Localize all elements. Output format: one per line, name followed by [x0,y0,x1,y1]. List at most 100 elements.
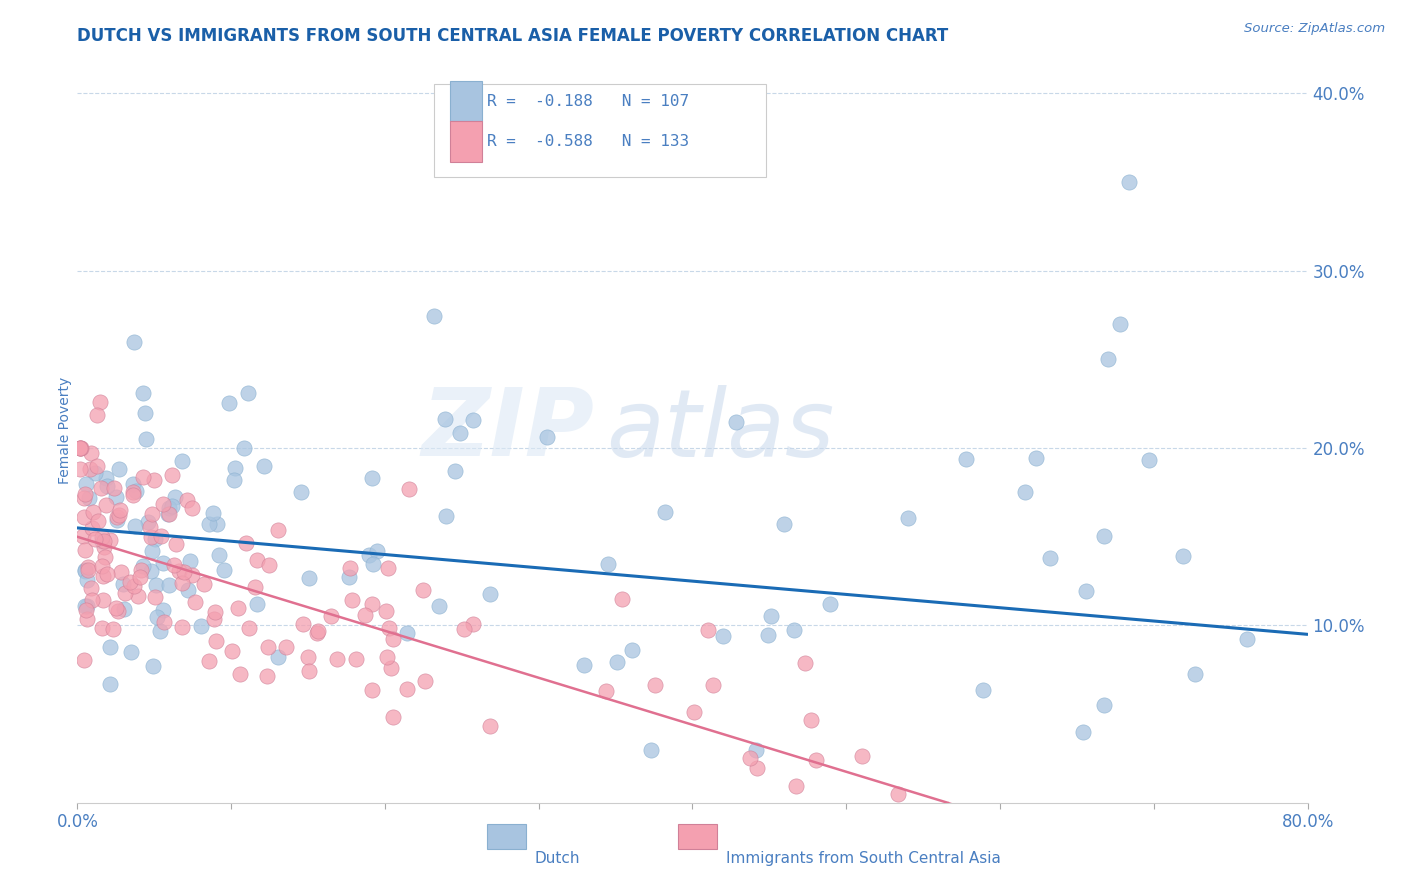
Point [90,481,112,495]
Point [110,566,132,580]
Point [73,510,96,524]
Point [172,576,194,591]
Point [238,621,260,635]
Point [76,599,98,614]
Point [160,467,183,482]
FancyBboxPatch shape [434,84,766,178]
Point [375,604,398,618]
Point [412,582,434,597]
Point [800,713,823,727]
Point [221,644,243,658]
Point [381,710,404,724]
Point [243,581,266,595]
Point [218,395,240,409]
Point [344,652,367,666]
Point [361,558,384,572]
Point [73,564,96,578]
Point [229,667,252,681]
Point [149,528,172,542]
Point [724,415,747,429]
FancyBboxPatch shape [450,81,482,121]
Point [72,653,94,667]
Point [103,481,125,495]
Point [176,492,198,507]
Point [226,601,249,615]
Point [738,751,761,765]
Point [96,498,118,512]
Point [122,484,145,499]
Point [256,669,278,683]
Point [785,779,807,793]
Point [340,593,363,607]
Point [77,559,100,574]
Text: R =  -0.588   N = 133: R = -0.588 N = 133 [486,134,689,149]
Point [163,558,186,573]
Point [202,507,225,521]
Point [91,559,114,574]
Text: Immigrants from South Central Asia: Immigrants from South Central Asia [725,851,1001,866]
Point [381,632,404,646]
Point [413,674,436,689]
Text: Dutch: Dutch [536,851,581,866]
Point [463,412,485,426]
Point [463,617,485,632]
Point [297,649,319,664]
Point [149,624,172,638]
Point [98,533,121,547]
Point [772,517,794,532]
Point [114,586,136,600]
Point [157,507,180,521]
Point [257,558,280,573]
Point [177,583,200,598]
Point [73,542,96,557]
Point [98,640,121,654]
Point [377,621,399,635]
Point [152,603,174,617]
Point [91,621,114,635]
Point [433,411,456,425]
Point [75,476,97,491]
Point [745,742,768,756]
Point [321,608,343,623]
Point [165,490,187,504]
Point [181,500,204,515]
Point [606,655,628,669]
Point [112,602,135,616]
Point [434,509,457,524]
Point [449,426,471,441]
FancyBboxPatch shape [678,823,717,849]
Point [291,617,314,632]
Point [73,599,96,614]
Point [94,471,117,485]
Point [93,540,115,554]
Point [1236,632,1258,646]
Point [1173,549,1195,563]
Point [152,556,174,570]
Point [361,682,384,697]
Point [122,334,145,349]
Point [157,501,180,516]
Point [654,505,676,519]
Point [141,564,163,578]
Point [89,395,111,409]
Point [173,566,195,580]
Point [398,482,420,496]
Point [375,650,398,665]
Point [135,432,157,446]
Point [711,629,734,643]
Point [361,597,384,611]
Point [169,564,191,578]
Point [222,473,245,487]
Point [141,507,163,521]
Point [1038,551,1060,566]
Point [84,467,107,481]
Point [87,514,110,528]
Point [818,597,841,611]
Point [806,753,828,767]
Point [326,652,349,666]
Point [76,573,98,587]
Point [198,517,221,532]
Point [683,705,706,719]
Point [1071,724,1094,739]
Point [146,610,169,624]
